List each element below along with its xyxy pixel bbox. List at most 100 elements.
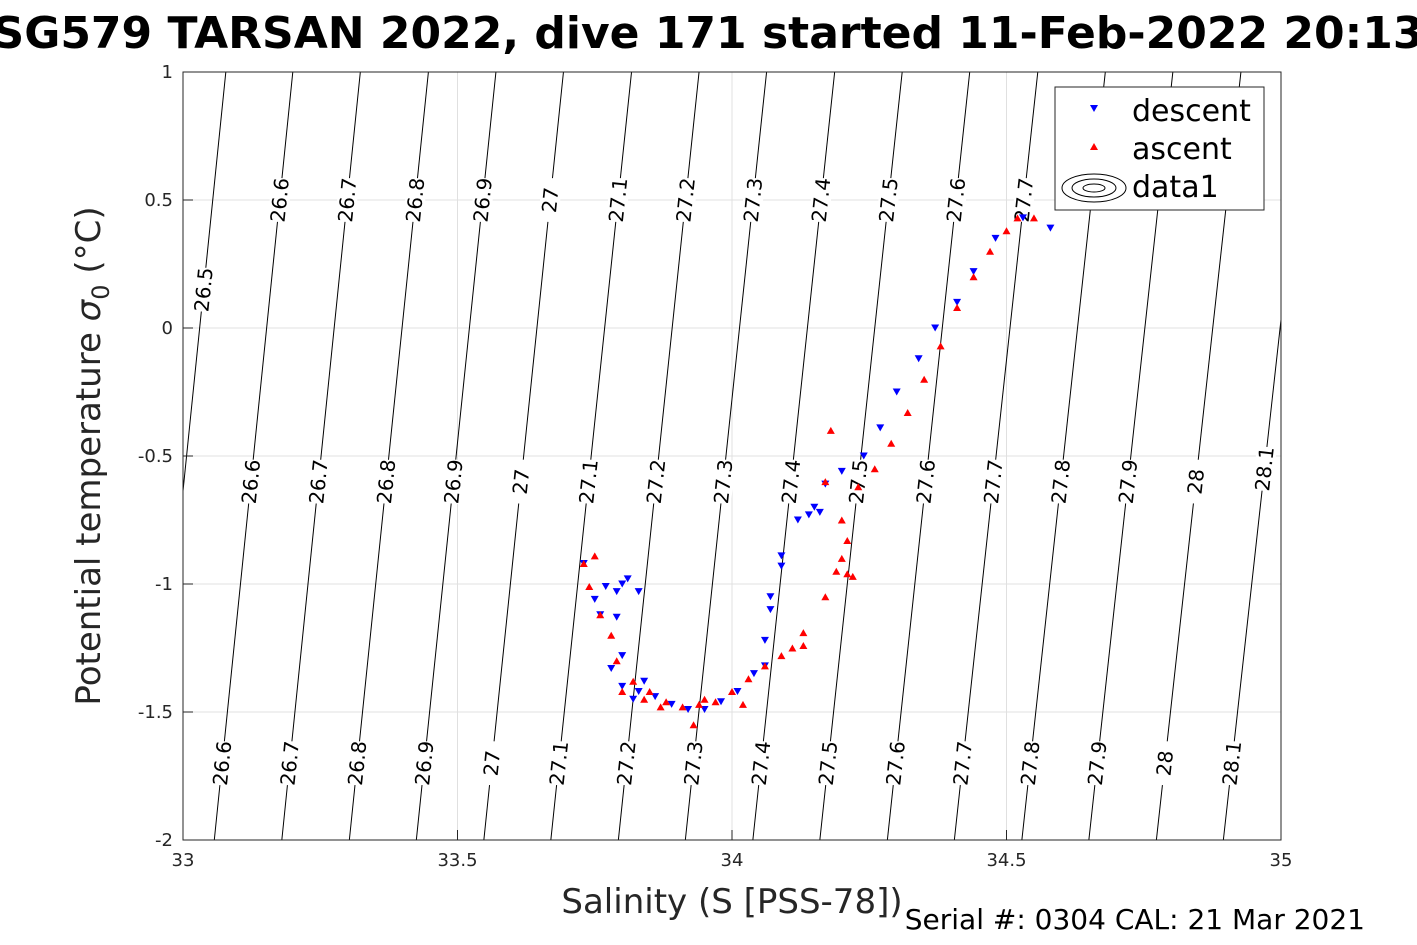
y-axis-ticks: -2 -1.5 -1 -0.5 0 0.5 1 [138,62,193,851]
isopycnal-label: 26.6 [208,740,236,787]
isopycnal-label: 27.1 [545,740,574,787]
ascent-point [738,700,747,708]
y-tick-label: -0.5 [138,446,173,467]
isopycnal-label-bg [1115,458,1141,505]
ascent-point [870,465,879,473]
ascent-point [986,247,995,255]
isopycnal-label-bg [1252,445,1277,492]
isopycnal-label-bg [1183,458,1209,505]
isopycnal-label: 27.5 [844,458,873,505]
isopycnal-label: 27.3 [739,177,768,224]
isopycnal-label: 26.7 [275,740,303,787]
descent-point [969,268,978,276]
y-axis-label: Potential temperature σ0 (°C) [69,206,115,705]
chart-title: SG579 TARSAN 2022, dive 171 started 11-F… [0,8,1417,59]
isopycnal-label-bg [808,177,834,223]
ascent-point [887,439,896,447]
ascent-point [1002,227,1011,235]
isopycnal-label: 27.3 [709,458,738,505]
isopycnal-label: 27.7 [979,458,1008,505]
ascent-point [903,408,912,416]
descent-point [859,452,868,460]
isopycnal-label-bg [1152,740,1178,787]
ascent-point [689,721,698,729]
ascent-point [590,552,599,560]
isopycnal-label-bg [980,458,1006,505]
isopycnal-label-bg [374,458,399,505]
isopycnal-label-bg [479,740,505,787]
isopycnal-label-bg [1017,740,1043,787]
isopycnal-label: 27.5 [874,177,903,224]
isopycnal-label: 26.7 [304,458,332,505]
y-tick-label: -2 [155,830,173,851]
isopycnal-label-bg [277,740,302,787]
isopycnal-label: 26.6 [266,177,294,224]
isopycnal-label-bg [883,740,908,787]
descent-point [717,698,726,706]
isopycnal-label-bg [470,177,495,223]
descent-point [810,503,819,511]
isopycnal-label: 27.7 [948,740,977,787]
legend-ascent-label: ascent [1132,132,1232,167]
legend: descent ascent data1 [1054,86,1265,211]
grid [183,72,1281,840]
ascent-point [821,593,830,601]
footer-serial-cal: Serial #: 0304 CAL: 21 Mar 2021 [905,903,1365,936]
y-tick-label: -1.5 [138,702,173,723]
descent-point [991,234,1000,242]
isopycnal-label-bg [403,177,428,223]
isopycnal-label: 27.2 [612,740,641,787]
isopycnal-label: 27.8 [1046,458,1075,505]
ascent-point [607,631,616,639]
isopycnal-label-bg [335,177,360,223]
isopycnal-label: 26.5 [189,266,217,313]
ascent-point [596,611,605,619]
descent-point [953,298,962,306]
x-tick-label: 33 [172,850,195,871]
isopycnal-label: 27.9 [1114,458,1143,505]
ascent-point [788,644,797,652]
descent-point [777,552,786,560]
ascent-point [854,483,863,491]
descent-point [777,562,786,570]
isopycnal-label: 27.5 [814,740,843,787]
isopycnal-label: 27.2 [671,177,700,224]
x-tick-label: 34 [721,850,744,871]
descent-point [612,588,621,596]
legend-box [1054,86,1265,211]
isopycnal-label-bg [815,740,841,787]
isopycnal-label-bg [845,458,871,505]
isopycnal-label-bg [1084,740,1110,787]
ascent-point [640,695,649,703]
descent-point [793,516,802,524]
isopycnal-label-bg [238,458,264,505]
isopycnal-label: 27.6 [911,458,940,505]
y-tick-label: -1 [155,574,173,595]
ascent-point [711,698,720,706]
ascent-point [629,677,638,685]
isopycnal-label-bg [576,458,601,505]
descent-point [1046,224,1055,232]
descent-point [601,583,610,591]
descent-point [766,593,775,601]
legend-descent-label: descent [1132,94,1251,129]
isopycnal-label-bg [508,458,534,505]
isopycnal-label-bg [778,458,804,505]
isopycnal-label: 27 [508,468,534,496]
isopycnal-label-bg [950,740,976,787]
ascent-point [1029,214,1038,222]
descent-point [607,664,616,672]
isopycnal-label-bg [546,740,572,787]
ascent-point [695,700,704,708]
x-axis-ticks: 33 33.5 34 34.5 35 [172,830,1292,871]
ascent-point [936,342,945,350]
isopycnal-label: 27.4 [777,458,806,505]
ascent-point [799,629,808,637]
ascent-point [1013,214,1022,222]
descent-point [760,636,769,644]
isopycnal-label-bg [209,740,235,787]
isopycnal-label: 26.8 [343,740,371,787]
ascent-point [728,688,736,696]
isopycnal-label-bg [306,458,331,505]
descent-point [629,695,638,703]
